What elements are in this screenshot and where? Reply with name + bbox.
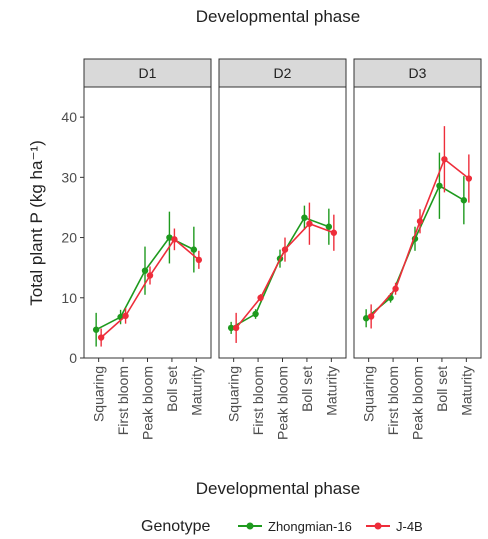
data-point — [227, 324, 235, 332]
legend-item-j4b: J-4B — [366, 519, 423, 534]
panel-border — [218, 86, 347, 359]
data-point — [141, 267, 149, 274]
panel-d1: D1 Squaring First bloom Peak bloom Boll set M… — [83, 58, 212, 440]
data-point — [392, 285, 399, 292]
legend-marker-zhongmian — [246, 522, 254, 530]
data-point — [362, 315, 370, 322]
data-point — [92, 326, 100, 333]
x-tick-label: Peak bloom — [410, 366, 426, 440]
panel-strip-label: D2 — [274, 65, 292, 81]
legend-label-j4b: J-4B — [396, 519, 423, 534]
data-point — [252, 310, 259, 318]
panel-strip-label: D3 — [409, 65, 427, 81]
y-tick-label: 10 — [61, 290, 77, 306]
legend-marker-j4b — [374, 522, 382, 530]
x-tick-label: Boll set — [299, 366, 315, 412]
data-point — [232, 324, 240, 332]
data-point — [460, 197, 468, 204]
data-point — [166, 234, 173, 241]
x-tick-label: Squaring — [91, 366, 107, 422]
panel-strip — [83, 58, 212, 88]
data-point — [171, 236, 178, 243]
data-point — [416, 218, 424, 225]
panels: 0 10 20 30 40 D1 Squaring First bloom Peak bloom… — [61, 58, 482, 440]
data-point — [330, 229, 338, 236]
data-point — [190, 246, 198, 253]
panel-strip-label: D1 — [139, 65, 157, 81]
x-tick-label: Maturity — [458, 366, 474, 416]
panel-strip — [353, 58, 482, 88]
series-zhongmian-d3 — [362, 152, 468, 328]
panel-strip — [218, 58, 347, 88]
x-tick-label: Peak bloom — [140, 366, 156, 440]
y-tick-label: 40 — [61, 109, 77, 125]
x-tick-label: Maturity — [188, 366, 204, 416]
x-tick-label: First bloom — [250, 366, 266, 435]
data-point — [441, 156, 448, 163]
data-point — [306, 220, 313, 227]
x-tick-label: First bloom — [385, 366, 401, 435]
data-point — [97, 334, 105, 341]
panel-d3: D3 Squaring First bloom Peak bloom Boll set M… — [353, 58, 482, 440]
data-point — [465, 175, 473, 182]
series-j4b-d2 — [232, 202, 338, 343]
panel-border — [83, 86, 212, 359]
x-tick-label: First bloom — [115, 366, 131, 435]
series-zhongmian-d1 — [92, 211, 198, 347]
series-j4b-d3 — [367, 126, 473, 329]
legend-title: Genotype — [141, 518, 210, 535]
legend-item-zhongmian: Zhongmian-16 — [238, 519, 352, 534]
x-tick-label: Squaring — [226, 366, 242, 422]
data-point — [436, 182, 443, 189]
series-zhongmian-d2 — [227, 205, 333, 334]
data-point — [367, 313, 375, 320]
x-axis-label: Developmental phase — [196, 479, 360, 498]
data-point — [146, 272, 154, 279]
y-tick-label: 20 — [61, 230, 77, 246]
x-tick-label: Boll set — [434, 366, 450, 412]
data-point — [195, 256, 203, 264]
data-point — [301, 214, 308, 221]
y-tick-label: 30 — [61, 169, 77, 185]
panel-d2: D2 Squaring First bloom Peak bloom Boll set M… — [218, 58, 347, 440]
series-line — [100, 238, 200, 339]
data-point — [281, 246, 289, 253]
data-point — [257, 294, 264, 301]
data-point — [122, 312, 129, 320]
x-tick-label: Maturity — [323, 366, 339, 416]
series-line — [230, 216, 330, 329]
x-tick-label: Boll set — [164, 366, 180, 412]
data-point — [325, 223, 333, 230]
series-j4b-d1 — [97, 228, 203, 347]
x-tick-label: Squaring — [361, 366, 377, 422]
y-axis-label: Total plant P (kg ha⁻¹) — [27, 140, 46, 306]
legend: Genotype Zhongmian-16 J-4B — [141, 518, 423, 535]
y-tick-label: 0 — [69, 350, 77, 366]
legend-label-zhongmian: Zhongmian-16 — [268, 519, 352, 534]
series-line — [365, 184, 465, 319]
chart-title: Developmental phase — [196, 7, 360, 26]
x-tick-label: Peak bloom — [275, 366, 291, 440]
series-line — [370, 157, 470, 317]
